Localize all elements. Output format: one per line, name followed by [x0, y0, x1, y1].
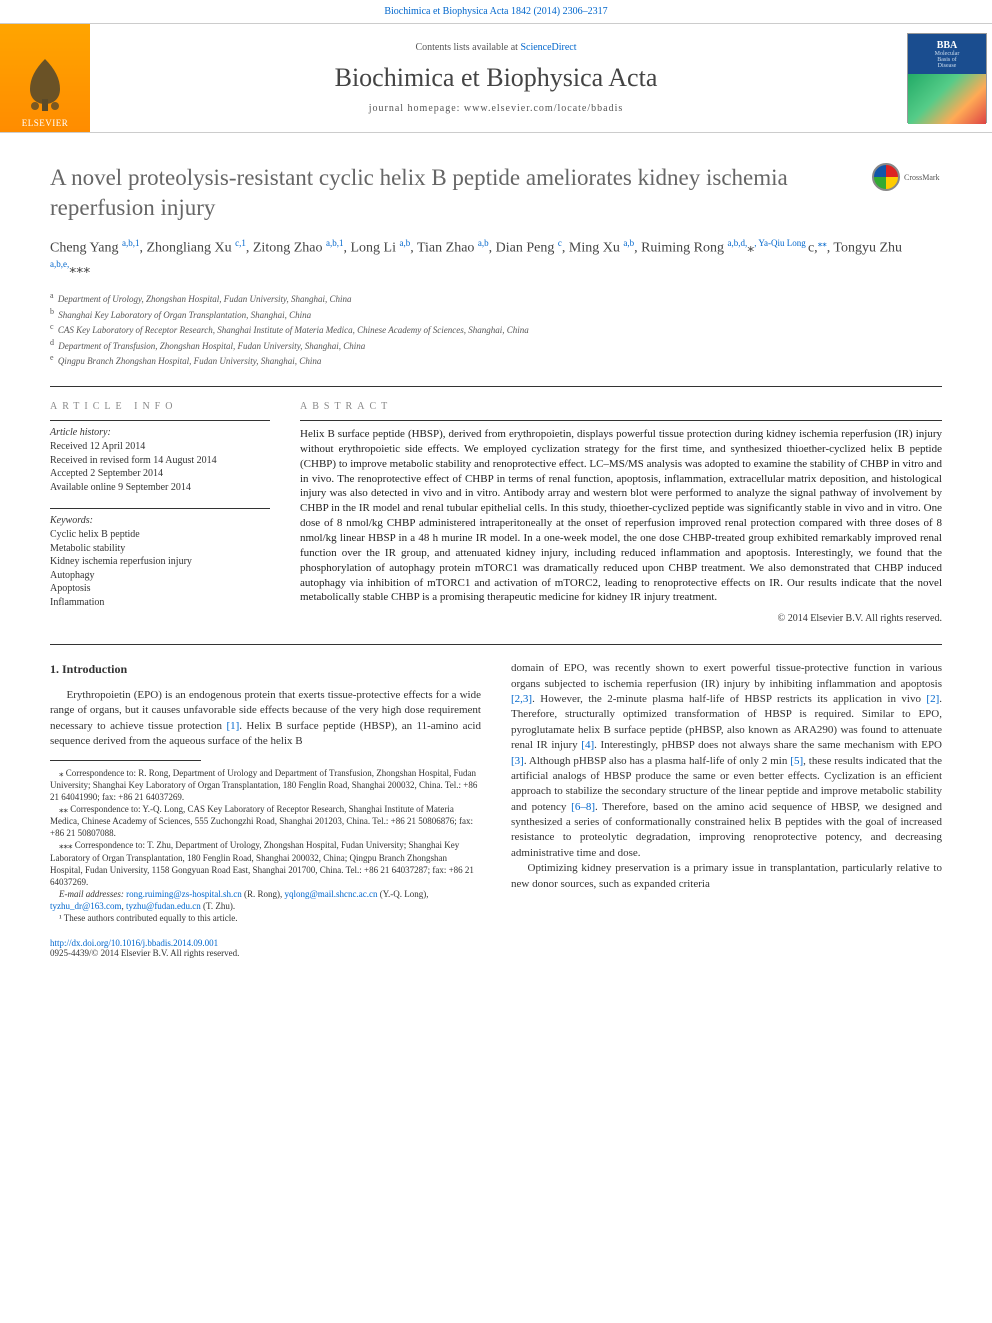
keyword: Autophagy: [50, 569, 270, 583]
ref-link[interactable]: [1]: [226, 720, 239, 732]
intro-para-1: Erythropoietin (EPO) is an endogenous pr…: [50, 688, 481, 750]
body-columns: 1. Introduction Erythropoietin (EPO) is …: [0, 645, 992, 924]
sciencedirect-link[interactable]: ScienceDirect: [520, 42, 576, 53]
article-info-label: article info: [50, 401, 270, 412]
article-title: A novel proteolysis-resistant cyclic hel…: [50, 163, 852, 223]
page-footer: http://dx.doi.org/10.1016/j.bbadis.2014.…: [0, 924, 992, 978]
abstract-text: Helix B surface peptide (HBSP), derived …: [300, 420, 942, 605]
publisher-logo: ELSEVIER: [0, 24, 90, 132]
footnote-divider: [50, 760, 201, 761]
keyword: Inflammation: [50, 596, 270, 610]
contents-line: Contents lists available at ScienceDirec…: [415, 42, 576, 53]
text: . Interestingly, pHBSP does not always s…: [594, 739, 942, 751]
footnote: ⁎⁎⁎ Correspondence to: T. Zhu, Departmen…: [50, 839, 481, 888]
contents-prefix: Contents lists available at: [415, 42, 520, 53]
elsevier-tree-icon: [15, 54, 75, 114]
emails-label: E-mail addresses:: [59, 889, 126, 899]
keywords-header: Keywords:: [50, 515, 270, 526]
keyword: Metabolic stability: [50, 542, 270, 556]
text: . However, the 2-minute plasma half-life…: [532, 693, 926, 705]
history-line: Accepted 2 September 2014: [50, 467, 270, 481]
citation-header: Biochimica et Biophysica Acta 1842 (2014…: [0, 0, 992, 23]
cover-image: [908, 74, 986, 124]
text: domain of EPO, was recently shown to exe…: [511, 662, 942, 689]
intro-para-2: domain of EPO, was recently shown to exe…: [511, 661, 942, 861]
journal-homepage: journal homepage: www.elsevier.com/locat…: [369, 103, 624, 114]
footnote-emails: E-mail addresses: rong.ruiming@zs-hospit…: [50, 888, 481, 912]
ref-link[interactable]: [4]: [581, 739, 594, 751]
section-heading: 1. Introduction: [50, 661, 481, 678]
affiliations: a Department of Urology, Zhongshan Hospi…: [50, 290, 942, 368]
email-link[interactable]: yqlong@mail.shcnc.ac.cn: [284, 889, 377, 899]
history-header: Article history:: [50, 427, 270, 438]
email-link[interactable]: tyzhu@fudan.edu.cn: [126, 901, 201, 911]
footnote: ⁎ Correspondence to: R. Rong, Department…: [50, 767, 481, 803]
history-line: Received in revised form 14 August 2014: [50, 454, 270, 468]
history-line: Received 12 April 2014: [50, 440, 270, 454]
keyword: Cyclic helix B peptide: [50, 528, 270, 542]
journal-name: Biochimica et Biophysica Acta: [335, 63, 658, 93]
citation-link[interactable]: Biochimica et Biophysica Acta 1842 (2014…: [384, 6, 607, 17]
journal-cover: BBA Molecular Basis of Disease: [902, 24, 992, 132]
publisher-name: ELSEVIER: [22, 118, 69, 128]
ref-link[interactable]: [5]: [790, 755, 803, 767]
crossmark-label: CrossMark: [904, 173, 940, 182]
text: (R. Rong),: [242, 889, 285, 899]
email-link[interactable]: rong.ruiming@zs-hospital.sh.cn: [126, 889, 242, 899]
history-line: Available online 9 September 2014: [50, 481, 270, 495]
text: (Y.-Q. Long),: [377, 889, 428, 899]
header-center: Contents lists available at ScienceDirec…: [90, 24, 902, 132]
footnote: ⁎⁎ Correspondence to: Y.-Q. Long, CAS Ke…: [50, 803, 481, 839]
authors-list: Cheng Yang a,b,1, Zhongliang Xu c,1, Zit…: [50, 237, 942, 280]
cover-sub3: Disease: [938, 63, 957, 69]
crossmark-icon: [872, 163, 900, 191]
footnote-shared: ¹ These authors contributed equally to t…: [50, 912, 481, 924]
abstract-label: abstract: [300, 401, 942, 412]
ref-link[interactable]: [6–8]: [571, 801, 595, 813]
keyword: Kidney ischemia reperfusion injury: [50, 555, 270, 569]
keywords-block: Keywords: Cyclic helix B peptide Metabol…: [50, 508, 270, 609]
article-info-column: article info Article history: Received 1…: [50, 387, 270, 624]
footnotes: ⁎ Correspondence to: R. Rong, Department…: [50, 767, 481, 925]
ref-link[interactable]: [3]: [511, 755, 524, 767]
ref-link[interactable]: [2]: [926, 693, 939, 705]
text: (T. Zhu).: [201, 901, 235, 911]
article-history: Article history: Received 12 April 2014 …: [50, 420, 270, 494]
issn-line: 0925-4439/© 2014 Elsevier B.V. All right…: [50, 948, 239, 958]
email-link[interactable]: tyzhu_dr@163.com: [50, 901, 122, 911]
text: . Although pHBSP also has a plasma half-…: [524, 755, 790, 767]
intro-para-3: Optimizing kidney preservation is a prim…: [511, 861, 942, 892]
ref-link[interactable]: [2,3]: [511, 693, 532, 705]
abstract-copyright: © 2014 Elsevier B.V. All rights reserved…: [300, 613, 942, 624]
cover-acronym: BBA: [937, 40, 958, 51]
doi-link[interactable]: http://dx.doi.org/10.1016/j.bbadis.2014.…: [50, 938, 218, 948]
keyword: Apoptosis: [50, 582, 270, 596]
crossmark-badge[interactable]: CrossMark: [872, 163, 942, 191]
journal-header: ELSEVIER Contents lists available at Sci…: [0, 23, 992, 133]
abstract-column: abstract Helix B surface peptide (HBSP),…: [300, 387, 942, 624]
